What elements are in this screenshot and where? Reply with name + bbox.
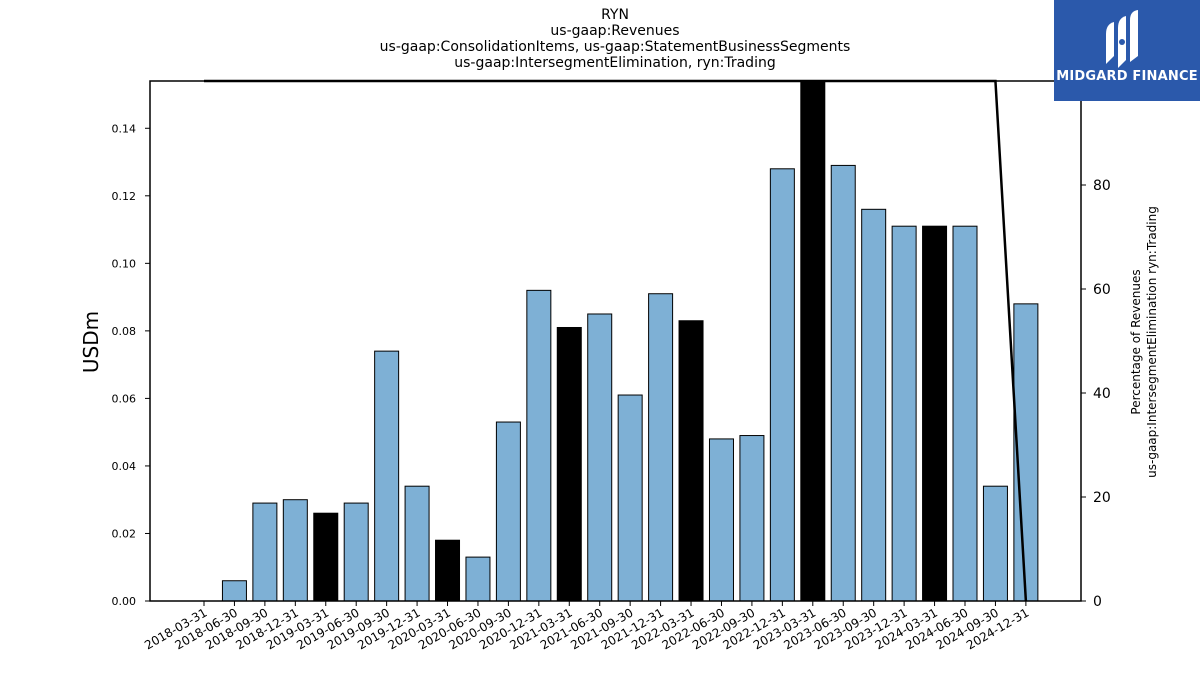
bar-2023-06-30: [830, 164, 856, 602]
y-tick-label: 0.00: [112, 595, 137, 608]
bar-2019-03-31: [313, 512, 339, 602]
bar-2019-12-31: [404, 485, 430, 602]
y2-tick-label: 60: [1093, 282, 1111, 298]
midgard-logo-icon: [1106, 10, 1138, 68]
bar-2019-09-30: [374, 350, 400, 602]
chart-title-line-4: us-gaap:IntersegmentElimination, ryn:Tra…: [454, 55, 776, 71]
y-tick-label: 0.08: [112, 325, 137, 338]
bar-2024-09-30: [982, 485, 1008, 602]
midgard-finance-logo: MIDGARD FINANCE: [1054, 0, 1200, 101]
bar-2020-12-31: [526, 289, 552, 602]
y-tick-label: 0.02: [112, 527, 137, 540]
bar-2022-09-30: [739, 435, 765, 602]
bar-2021-06-30: [587, 313, 613, 602]
bar-2020-06-30: [465, 556, 491, 602]
y-tick-label: 0.14: [112, 122, 137, 135]
bar-2018-12-31: [282, 499, 308, 602]
y2-tick-label: 80: [1093, 178, 1111, 194]
y-tick-label: 0.04: [112, 460, 137, 473]
y-tick-label: 0.10: [112, 257, 137, 270]
y2-axis-label-line-1: Percentage of Revenues: [1129, 269, 1143, 414]
plot-frame: [149, 80, 1082, 602]
y2-tick-label: 0: [1093, 594, 1102, 610]
y2-tick-label: 20: [1093, 490, 1111, 506]
bar-2024-06-30: [952, 225, 978, 602]
bar-2018-06-30: [221, 580, 247, 602]
bar-2019-06-30: [343, 502, 369, 602]
bar-2020-09-30: [495, 421, 521, 602]
bar-2022-03-31: [678, 320, 704, 602]
y-axis-label: USDm: [79, 311, 103, 373]
y-tick-label: 0.12: [112, 190, 137, 203]
bar-2023-09-30: [861, 208, 887, 602]
y2-tick-label: 40: [1093, 386, 1111, 402]
bar-2018-09-30: [252, 502, 278, 602]
bar-2022-12-31: [769, 168, 795, 602]
bar-2021-12-31: [648, 293, 674, 602]
bar-2022-06-30: [708, 438, 734, 602]
logo-text: MIDGARD FINANCE: [1056, 69, 1198, 84]
bar-2021-03-31: [556, 326, 582, 602]
bar-2021-09-30: [617, 394, 643, 602]
bar-2023-12-31: [891, 225, 917, 602]
bar-2023-03-31: [800, 80, 826, 602]
chart-title-line-1: RYN: [601, 7, 629, 23]
y-tick-label: 0.06: [112, 392, 137, 405]
bars-group: [221, 80, 1039, 602]
y2-axis-label-line-2: us-gaap:IntersegmentElimination ryn:Trad…: [1145, 206, 1159, 478]
chart-title-line-3: us-gaap:ConsolidationItems, us-gaap:Stat…: [379, 39, 851, 55]
bar-2024-03-31: [922, 225, 948, 602]
chart-title-line-2: us-gaap:Revenues: [550, 23, 680, 39]
bar-2020-03-31: [435, 539, 461, 602]
